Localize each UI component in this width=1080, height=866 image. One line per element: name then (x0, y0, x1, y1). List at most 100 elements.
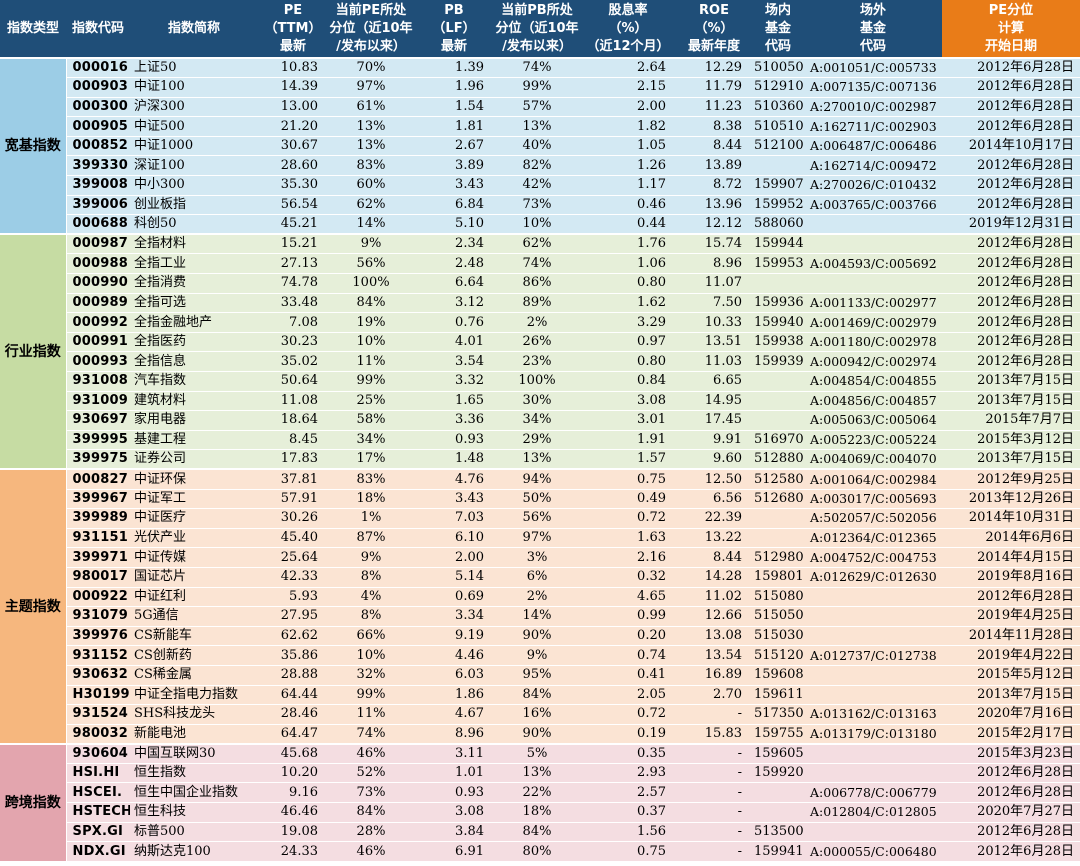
pe-value: 28.60 (258, 155, 328, 177)
pe-value: 35.30 (258, 175, 328, 196)
table-row: 000989 全指可选 33.48 84% 3.12 89% 1.62 7.50 159936 A… (0, 293, 1080, 314)
roe-value: 13.08 (676, 626, 752, 647)
pb-percentile: 26% (494, 332, 580, 353)
header-line: （LF） (432, 20, 476, 36)
pe-percentile: 8% (328, 567, 414, 588)
offsite-fund-code: A:007135/C:007136 (804, 77, 942, 98)
index-code: 399975 (66, 449, 130, 470)
roe-value: 13.54 (676, 645, 752, 666)
pb-percentile: 89% (494, 293, 580, 314)
index-type-cell: 行业指数 (0, 233, 67, 470)
table-row: 399971 中证传媒 25.64 9% 2.00 3% 2.16 8.44 512980 A:0… (0, 547, 1080, 568)
offsite-fund-code (804, 665, 942, 686)
table-row: 行业指数 000987 全指材料 15.21 9% 2.34 62% 1.76 15.74 159… (0, 233, 1080, 470)
offsite-fund-code: A:006487/C:006486 (804, 136, 942, 157)
header-line: PE分位 (988, 2, 1034, 18)
onsite-fund-code (752, 802, 804, 823)
pb-value: 8.96 (414, 724, 494, 745)
onsite-fund-code: 512910 (752, 77, 804, 98)
dividend-yield: 0.20 (580, 626, 676, 647)
pb-percentile: 40% (494, 136, 580, 157)
index-name: 全指金融地产 (130, 312, 258, 333)
onsite-fund-code (752, 410, 804, 431)
pe-value: 37.81 (258, 468, 328, 490)
roe-value: 2.70 (676, 685, 752, 706)
roe-value: 11.07 (676, 273, 752, 294)
index-code: 399330 (66, 155, 130, 177)
pb-percentile: 82% (494, 155, 580, 177)
pb-value: 1.39 (414, 57, 494, 79)
index-code: 000991 (66, 332, 130, 353)
index-name: 5G通信 (130, 606, 258, 627)
index-code: 931524 (66, 704, 130, 725)
index-code: 980032 (66, 724, 130, 745)
pe-percentile: 56% (328, 253, 414, 275)
offsite-fund-code: A:001469/C:002979 (804, 312, 942, 333)
header-line: （%） (694, 20, 734, 36)
pe-value: 30.23 (258, 332, 328, 353)
pe-percentile: 10% (328, 645, 414, 666)
index-code: 000300 (66, 97, 130, 118)
roe-value: 15.74 (676, 233, 752, 255)
header-line: （%） (608, 20, 648, 36)
pe-value: 45.21 (258, 214, 328, 235)
table-row: SPX.GI 标普500 19.08 28% 3.84 84% 1.56-513500 201… (0, 822, 1080, 843)
pe-start-date: 2013年7月15日 (942, 371, 1080, 392)
pe-percentile: 87% (328, 528, 414, 549)
index-type-cell: 主题指数 (0, 468, 67, 745)
index-code: 930604 (66, 742, 130, 764)
pb-value: 3.08 (414, 802, 494, 823)
dividend-yield: 1.17 (580, 175, 676, 196)
pb-value: 5.10 (414, 214, 494, 235)
pb-value: 0.69 (414, 587, 494, 608)
pe-start-date: 2012年6月28日 (942, 195, 1080, 216)
pe-value: 28.88 (258, 665, 328, 686)
header-dividend-yield: 股息率 （%） （近12个月） (580, 0, 676, 58)
offsite-fund-code (804, 742, 942, 764)
onsite-fund-code: 159953 (752, 253, 804, 275)
index-name: 证券公司 (130, 449, 258, 470)
roe-value: 12.66 (676, 606, 752, 627)
pe-percentile: 9% (328, 547, 414, 568)
header-pe: PE （TTM） 最新 (258, 0, 328, 58)
pe-value: 13.00 (258, 97, 328, 118)
index-code: 000905 (66, 116, 130, 137)
table-row: 跨境指数 930604 中国互联网30 45.68 46% 3.11 5% 0.35-1596… (0, 742, 1080, 862)
onsite-fund-code: 510510 (752, 116, 804, 137)
index-name: CS新能车 (130, 626, 258, 647)
table-row: 930632 CS稀金属 28.88 32% 6.03 95% 0.41 16.89 15960… (0, 665, 1080, 686)
pe-start-date: 2014年10月31日 (942, 508, 1080, 529)
pb-value: 3.43 (414, 489, 494, 510)
index-code: 931151 (66, 528, 130, 549)
header-line: 最新 (440, 38, 467, 54)
pb-value: 6.03 (414, 665, 494, 686)
dividend-yield: 4.65 (580, 587, 676, 608)
pb-percentile: 74% (494, 57, 580, 79)
pb-percentile: 84% (494, 822, 580, 843)
pe-start-date: 2012年6月28日 (942, 312, 1080, 333)
pb-value: 1.01 (414, 763, 494, 784)
pe-start-date: 2019年4月25日 (942, 606, 1080, 627)
pe-value: 10.20 (258, 763, 328, 784)
index-code: 399006 (66, 195, 130, 216)
offsite-fund-code: A:013179/C:013180 (804, 724, 942, 745)
index-code: 931008 (66, 371, 130, 392)
pb-value: 1.81 (414, 116, 494, 137)
pe-percentile: 25% (328, 391, 414, 412)
dividend-yield: 2.93 (580, 763, 676, 784)
index-code: 931079 (66, 606, 130, 627)
header-line: 指数类型 (6, 20, 59, 36)
pb-percentile: 3% (494, 547, 580, 568)
pe-percentile: 97% (328, 77, 414, 98)
pb-percentile: 13% (494, 449, 580, 470)
dividend-yield: 1.06 (580, 253, 676, 275)
onsite-fund-code: 159920 (752, 763, 804, 784)
pb-percentile: 99% (494, 77, 580, 98)
onsite-fund-code: 159944 (752, 233, 804, 255)
index-code: 399971 (66, 547, 130, 568)
header-line: /发布以来） (502, 38, 572, 54)
pb-value: 2.67 (414, 136, 494, 157)
offsite-fund-code: A:012364/C:012365 (804, 528, 942, 549)
onsite-fund-code: 515080 (752, 587, 804, 608)
onsite-fund-code: 512880 (752, 449, 804, 470)
